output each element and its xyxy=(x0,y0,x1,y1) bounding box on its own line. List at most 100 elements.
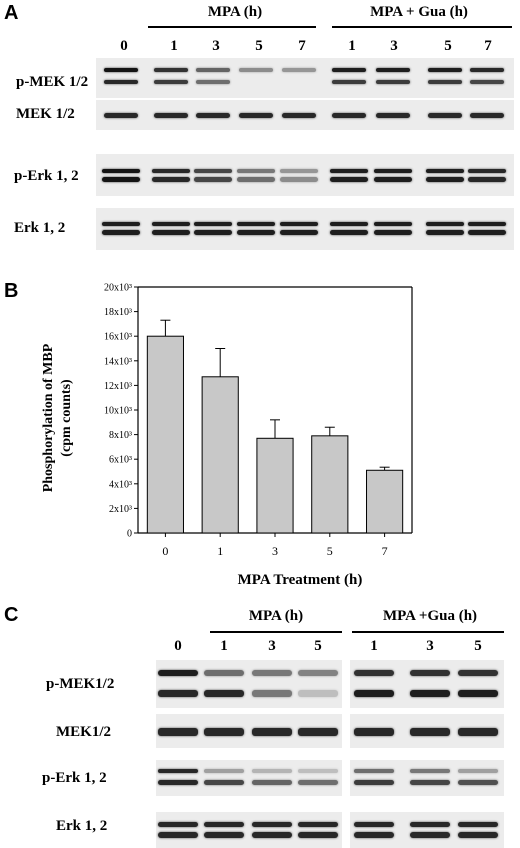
panel-b-letter: B xyxy=(4,280,19,302)
blot-band xyxy=(154,80,188,84)
blot-band xyxy=(102,222,140,226)
blot-band xyxy=(426,230,464,235)
blot-band xyxy=(102,169,140,173)
blot-band xyxy=(468,230,506,235)
y-axis-label-line2: (cpm counts) xyxy=(59,379,74,457)
blot-band xyxy=(468,169,506,173)
blot-band xyxy=(196,113,230,118)
blot-band xyxy=(332,80,366,84)
x-tick-label: 0 xyxy=(162,544,168,558)
blot-band xyxy=(374,230,412,235)
x-tick-label: 1 xyxy=(217,544,223,558)
lane-label: 0 xyxy=(174,638,182,654)
blot-band xyxy=(410,832,450,838)
blot-band xyxy=(410,822,450,827)
blot-band xyxy=(239,113,273,118)
blot-band xyxy=(330,222,368,226)
blot-band xyxy=(237,230,275,235)
y-tick-label: 0 xyxy=(127,529,132,540)
y-tick-label: 12x10³ xyxy=(104,381,132,392)
x-tick-label: 5 xyxy=(327,544,333,558)
lane-label: 3 xyxy=(390,38,398,54)
lane-label: 3 xyxy=(268,638,276,654)
blot-band xyxy=(354,780,394,785)
blot-band xyxy=(426,169,464,173)
panel-c-row-label-erk: Erk 1, 2 xyxy=(56,818,108,834)
panel-a-group2-line xyxy=(332,26,512,28)
blot-band xyxy=(354,690,394,697)
blot-band xyxy=(104,68,138,72)
blot-band xyxy=(152,169,190,173)
blot-band xyxy=(376,113,410,118)
blot-c-perk-left xyxy=(156,760,342,796)
blot-band xyxy=(158,832,198,838)
blot-band xyxy=(152,177,190,182)
blot-band xyxy=(458,822,498,827)
blot-band xyxy=(470,113,504,118)
blot-band xyxy=(252,670,292,676)
blot-band xyxy=(354,769,394,773)
blot-band xyxy=(410,728,450,736)
lane-label: 1 xyxy=(170,38,178,54)
blot-band xyxy=(204,832,244,838)
blot-band xyxy=(252,822,292,827)
blot-band xyxy=(204,822,244,827)
lane-label: 5 xyxy=(255,38,263,54)
blot-band xyxy=(194,177,232,182)
panel-a-group1-label: MPA (h) xyxy=(207,4,263,20)
blot-band xyxy=(410,690,450,697)
panel-c-row-label-mek: MEK1/2 xyxy=(56,724,111,740)
y-tick-label: 16x10³ xyxy=(104,332,132,343)
blot-band xyxy=(428,113,462,118)
panel-a-group2-label: MPA + Gua (h) xyxy=(370,4,468,20)
y-tick-label: 18x10³ xyxy=(104,307,132,318)
panel-c-group1-line xyxy=(210,631,342,633)
bar xyxy=(366,469,404,534)
blot-band xyxy=(204,690,244,697)
blot-band xyxy=(298,769,338,773)
blot-band xyxy=(458,670,498,676)
blot-band xyxy=(330,230,368,235)
lane-label: 5 xyxy=(474,638,482,654)
blot-band xyxy=(252,769,292,773)
blot-band xyxy=(204,728,244,736)
blot-band xyxy=(376,68,410,72)
x-tick-label: 7 xyxy=(382,544,388,558)
panel-c-row-label-perk: p-Erk 1, 2 xyxy=(42,770,107,786)
blot-band xyxy=(374,222,412,226)
blot-band xyxy=(298,728,338,736)
blot-band xyxy=(298,690,338,697)
blot-band xyxy=(239,68,273,72)
lane-label: 7 xyxy=(298,38,306,54)
blot-band xyxy=(152,230,190,235)
lane-label: 3 xyxy=(212,38,220,54)
blot-band xyxy=(152,222,190,226)
blot-band xyxy=(470,80,504,84)
blot-band xyxy=(354,832,394,838)
blot-band xyxy=(298,832,338,838)
blot-band xyxy=(154,113,188,118)
lane-label: 0 xyxy=(120,38,128,54)
blot-band xyxy=(158,670,198,676)
y-tick-label: 6x10³ xyxy=(109,455,132,466)
panel-c-row-label-pmek: p-MEK1/2 xyxy=(46,676,115,692)
blot-band xyxy=(468,177,506,182)
blot-band xyxy=(458,769,498,773)
blot-band xyxy=(196,68,230,72)
blot-band xyxy=(280,222,318,226)
x-tick-label: 3 xyxy=(272,544,278,558)
blot-band xyxy=(252,780,292,785)
blot-band xyxy=(158,769,198,773)
blot-band xyxy=(102,230,140,235)
panel-a-letter: A xyxy=(4,2,19,24)
blot-band xyxy=(428,68,462,72)
blot-band xyxy=(330,177,368,182)
blot-band xyxy=(410,769,450,773)
blot-band xyxy=(410,670,450,676)
blot-band xyxy=(282,68,316,72)
bar xyxy=(311,435,349,534)
blot-band xyxy=(104,80,138,84)
blot-band xyxy=(426,222,464,226)
blot-band xyxy=(158,728,198,736)
panel-a-group1-line xyxy=(148,26,316,28)
